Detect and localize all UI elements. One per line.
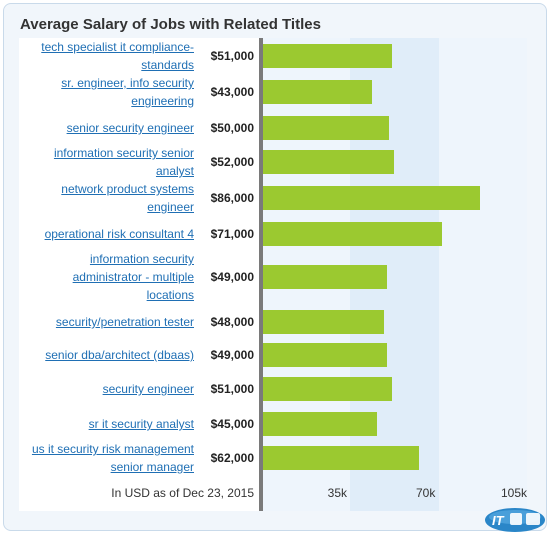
x-tick-label: 35k [327, 486, 348, 500]
job-title-link[interactable]: network product systems engineer [61, 182, 194, 214]
job-title-link[interactable]: sr it security analyst [88, 417, 194, 431]
job-title-link[interactable]: tech specialist it compliance-standards [41, 40, 194, 72]
job-title-link[interactable]: security/penetration tester [55, 315, 194, 329]
job-title-link[interactable]: information security administrator - mul… [72, 252, 194, 302]
salary-bar[interactable] [263, 222, 443, 246]
salary-bar[interactable] [263, 150, 395, 174]
salary-bar[interactable] [263, 446, 420, 470]
salary-value: $51,000 [210, 49, 254, 63]
salary-value: $62,000 [210, 451, 254, 465]
job-title-link[interactable]: senior dba/architect (dbaas) [45, 348, 194, 362]
salary-value: $45,000 [210, 417, 254, 431]
axis-line [259, 38, 263, 511]
salary-value: $86,000 [210, 191, 254, 205]
salary-value: $48,000 [210, 315, 254, 329]
salary-bar[interactable] [263, 343, 387, 367]
job-title-link[interactable]: operational risk consultant 4 [44, 227, 194, 241]
salary-value: $51,000 [210, 382, 254, 396]
x-tick-label: 70k [415, 486, 436, 500]
salary-bar[interactable] [263, 80, 372, 104]
salary-value: $71,000 [210, 227, 254, 241]
salary-bar[interactable] [263, 265, 387, 289]
job-title-link[interactable]: senior security engineer [66, 121, 194, 135]
job-title-link[interactable]: security engineer [102, 382, 194, 396]
label-panel [19, 38, 260, 511]
salary-bar[interactable] [263, 310, 385, 334]
salary-value: $49,000 [210, 348, 254, 362]
footnote: In USD as of Dec 23, 2015 [111, 486, 254, 500]
salary-bar[interactable] [263, 412, 377, 436]
salary-bar[interactable] [263, 44, 392, 68]
salary-value: $52,000 [210, 155, 254, 169]
job-title-link[interactable]: sr. engineer, info security engineering [61, 76, 194, 108]
salary-value: $43,000 [210, 85, 254, 99]
salary-bar[interactable] [263, 186, 481, 210]
svg-text:IT: IT [492, 513, 505, 528]
salary-bar[interactable] [263, 116, 390, 140]
chart-title: Average Salary of Jobs with Related Titl… [20, 16, 321, 33]
salary-bar[interactable] [263, 377, 392, 401]
salary-value: $50,000 [210, 121, 254, 135]
x-tick-label: 105k [500, 486, 528, 500]
ithome-logo-icon: IT [485, 508, 545, 532]
job-title-link[interactable]: us it security risk management senior ma… [31, 442, 194, 474]
band-70k-105k [438, 38, 527, 511]
salary-value: $49,000 [210, 270, 254, 284]
job-title-link[interactable]: information security senior analyst [53, 146, 194, 178]
